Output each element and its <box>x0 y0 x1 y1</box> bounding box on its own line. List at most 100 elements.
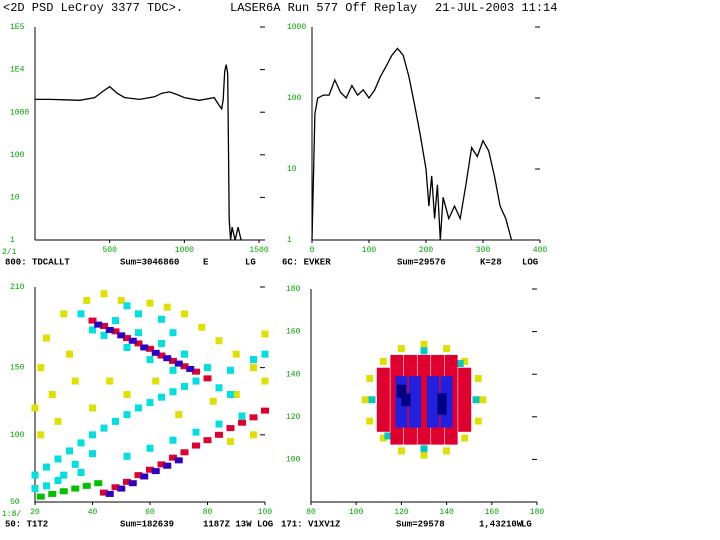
cell <box>215 431 223 438</box>
x-tick-label: 60 <box>145 508 155 517</box>
x-tick-label: 300 <box>476 246 491 255</box>
cell <box>54 477 62 484</box>
cell <box>420 340 428 348</box>
cell <box>192 368 200 375</box>
cell <box>227 438 234 446</box>
cell <box>36 493 45 500</box>
x-tick-label: 1500 <box>249 246 268 255</box>
cell <box>408 401 421 415</box>
y-tick-label: 10 <box>287 165 297 174</box>
cell <box>158 315 165 323</box>
cell <box>390 354 404 368</box>
cell <box>175 411 183 419</box>
cell <box>123 335 131 342</box>
cell <box>123 302 131 310</box>
cell <box>123 343 131 351</box>
cell <box>146 299 154 307</box>
cell <box>105 490 114 497</box>
cell <box>66 350 73 358</box>
cell <box>88 317 97 324</box>
cell <box>379 434 387 442</box>
y-tick-label: 100 <box>10 151 25 160</box>
cell <box>443 447 451 455</box>
y-tick-label: 140 <box>286 370 301 379</box>
cell <box>474 417 482 425</box>
cell <box>427 389 440 402</box>
y-tick-label: 120 <box>286 413 301 422</box>
footer-text: LG <box>521 519 532 529</box>
cell <box>54 455 62 463</box>
cell <box>134 340 143 347</box>
cell <box>135 404 142 412</box>
cell <box>227 391 234 398</box>
footer-text: 50: T1T2 <box>5 519 48 529</box>
cell <box>163 355 172 362</box>
cell <box>232 350 240 358</box>
cell <box>123 452 131 460</box>
cell <box>403 354 417 368</box>
cell <box>461 357 469 365</box>
cell <box>215 420 223 428</box>
y-tick-label: 100 <box>287 94 302 103</box>
cell <box>366 374 374 382</box>
cell <box>146 356 154 364</box>
x-tick-label: 180 <box>530 508 545 517</box>
cell <box>427 401 440 415</box>
header-left: <2D PSD LeCroy 3377 TDC>. <box>3 1 183 15</box>
corner-label: 1:8/ <box>2 510 21 519</box>
cell <box>100 322 108 329</box>
cell <box>417 431 431 445</box>
y-tick-label: 1E4 <box>10 66 25 75</box>
cell <box>180 449 189 456</box>
cell <box>123 411 131 419</box>
x-tick-label: 80 <box>203 508 213 517</box>
footer-text: 171: V1XV1Z <box>281 519 340 529</box>
cell <box>379 357 387 365</box>
y-tick-label: 100 <box>286 456 301 465</box>
cell <box>128 480 137 487</box>
cell <box>397 447 405 455</box>
y-tick-label: 50 <box>10 498 20 507</box>
cell <box>174 457 183 464</box>
cell <box>250 431 257 439</box>
cell <box>43 482 50 490</box>
cell <box>146 399 154 407</box>
cell <box>43 463 50 471</box>
cell <box>238 419 246 426</box>
cell <box>420 451 428 459</box>
cell <box>403 431 417 445</box>
cell <box>440 376 453 390</box>
cell <box>59 488 68 495</box>
cell <box>83 296 91 304</box>
cell <box>180 363 189 370</box>
cell <box>458 367 472 381</box>
cell <box>203 375 212 382</box>
cell <box>408 376 421 390</box>
x-tick-label: 100 <box>349 508 364 517</box>
histogram-line <box>311 47 513 241</box>
cell <box>397 345 405 353</box>
cell <box>89 404 96 412</box>
cell <box>401 393 411 407</box>
cell <box>198 323 206 331</box>
cell <box>66 447 73 455</box>
cell <box>420 445 428 453</box>
cell <box>209 397 217 405</box>
y-tick-label: 1 <box>10 236 15 245</box>
x-tick-label: 1000 <box>175 246 194 255</box>
cell <box>140 344 149 351</box>
cell <box>366 417 374 425</box>
cell <box>169 436 177 444</box>
cell <box>157 461 166 468</box>
cell <box>368 396 376 404</box>
cell <box>443 345 451 353</box>
cell <box>192 377 200 385</box>
cell <box>31 404 39 412</box>
cell <box>158 339 165 347</box>
footer-text: 1187Z 13W LOG <box>203 519 273 529</box>
cell <box>31 471 39 479</box>
cell <box>376 367 390 381</box>
cell <box>89 431 96 439</box>
